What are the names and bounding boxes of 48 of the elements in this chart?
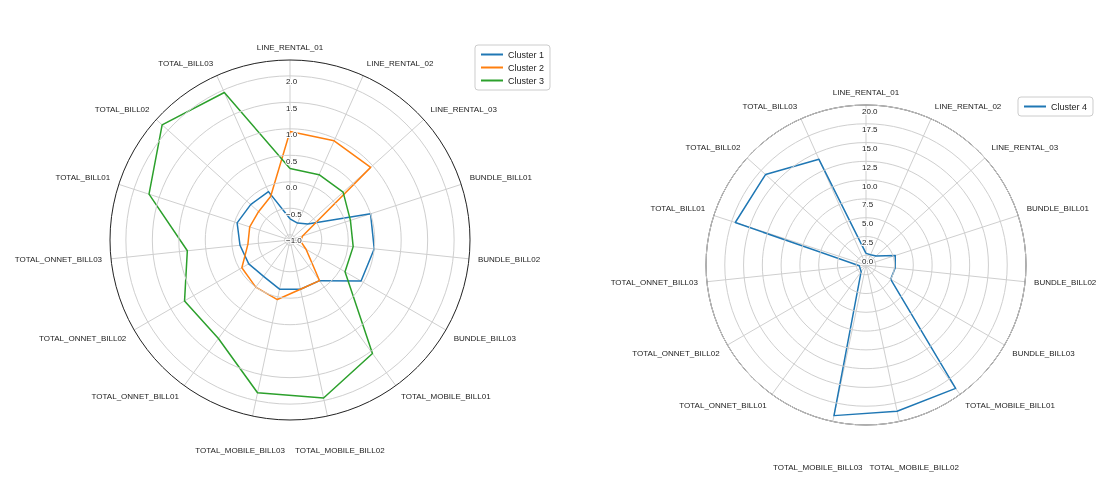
spoke-label: TOTAL_ONNET_BILL03: [14, 255, 103, 265]
spoke-label: TOTAL_MOBILE_BILL01: [965, 401, 1056, 411]
y-tick-label: 0.0: [862, 256, 874, 266]
y-tick-label: 12.5: [862, 162, 879, 172]
y-tick-label: 2.5: [862, 237, 874, 247]
spoke-label: LINE_RENTAL_01: [256, 42, 324, 52]
y-tick-label: 15.0: [862, 144, 879, 154]
spoke-label: BUNDLE_BILL02: [1034, 278, 1097, 288]
spoke-label: BUNDLE_BILL03: [453, 334, 517, 343]
y-tick-label: 7.5: [862, 200, 874, 210]
spoke-label: LINE_RENTAL_01: [832, 87, 900, 97]
legend-label: Cluster 3: [507, 75, 544, 86]
spoke-label: TOTAL_MOBILE_BILL02: [295, 445, 386, 455]
y-tick-label: 17.5: [862, 125, 879, 135]
legend-label: Cluster 2: [507, 62, 544, 73]
y-tick-label: 0.5: [286, 156, 298, 166]
spoke-label: TOTAL_BILL01: [55, 173, 111, 183]
y-tick-label: 1.5: [286, 103, 298, 113]
y-tick-label: 20.0: [862, 106, 879, 116]
spoke-label: TOTAL_BILL02: [685, 143, 741, 153]
spoke-label: LINE_RENTAL_02: [934, 102, 1002, 112]
spoke-label: TOTAL_BILL03: [742, 102, 798, 112]
spoke-label: BUNDLE_BILL01: [469, 173, 533, 183]
spoke-label: TOTAL_ONNET_BILL02: [39, 334, 127, 343]
spoke-label: TOTAL_MOBILE_BILL02: [869, 463, 960, 473]
spoke-label: LINE_RENTAL_02: [366, 58, 434, 68]
legend-label: Cluster 1: [507, 49, 544, 60]
y-tick-label: 0.0: [286, 183, 298, 193]
y-tick-label: 2.0: [286, 77, 298, 87]
y-tick-label: −0.5: [286, 209, 303, 219]
spoke-label: BUNDLE_BILL03: [1012, 349, 1076, 358]
spoke-label: TOTAL_MOBILE_BILL01: [401, 392, 492, 402]
spoke-label: TOTAL_ONNET_BILL02: [632, 349, 721, 358]
spoke-label: BUNDLE_BILL02: [477, 255, 541, 265]
spoke-label: TOTAL_BILL01: [650, 204, 706, 214]
spoke-label: TOTAL_ONNET_BILL01: [91, 392, 180, 402]
spoke-label: TOTAL_ONNET_BILL03: [610, 278, 699, 288]
spoke-label: TOTAL_BILL03: [158, 58, 214, 68]
y-tick-label: 5.0: [862, 219, 874, 229]
y-tick-label: 10.0: [862, 181, 879, 191]
spoke-label: LINE_RENTAL_03: [430, 105, 498, 115]
spoke-label: LINE_RENTAL_03: [991, 143, 1059, 153]
spoke-label: TOTAL_MOBILE_BILL03: [773, 463, 864, 473]
legend-label: Cluster 4: [1050, 101, 1087, 112]
spoke-label: BUNDLE_BILL01: [1026, 204, 1090, 214]
spoke-label: TOTAL_ONNET_BILL01: [679, 401, 768, 411]
spoke-label: TOTAL_BILL02: [94, 105, 151, 115]
spoke-label: TOTAL_MOBILE_BILL03: [195, 445, 286, 455]
